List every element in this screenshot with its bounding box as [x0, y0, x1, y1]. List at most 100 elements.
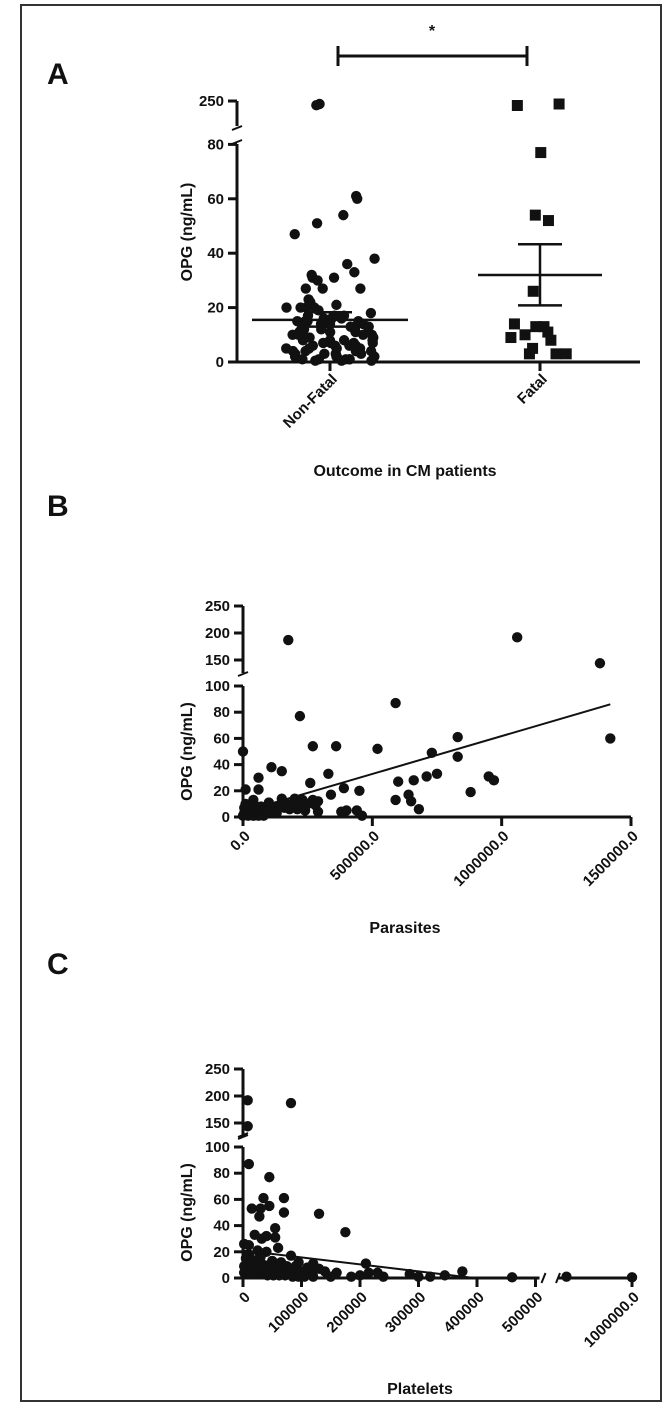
panel-c-y-tick-label: 150 — [205, 1115, 230, 1132]
panel-a-point-fatal — [511, 100, 523, 111]
panel-b-point — [325, 789, 337, 800]
panel-c-point — [269, 1232, 281, 1243]
panel-a-point-nonfatal — [324, 326, 336, 338]
panel-c-x-axis-break-mark — [540, 1272, 561, 1284]
panel-b-point — [390, 794, 401, 806]
panel-a-y-axis-title: OPG (ng/mL) — [179, 183, 196, 282]
panel-c-y-axis-title: OPG (ng/mL) — [179, 1163, 196, 1262]
panel-b-y-tick-label: 100 — [205, 678, 230, 695]
panel-b-point — [312, 806, 324, 817]
panel-b-point — [276, 765, 287, 777]
panel-c-point — [242, 1095, 253, 1106]
panel-a-point-fatal — [550, 348, 562, 360]
panel-c-y-tick-label: 0 — [222, 1270, 230, 1287]
panel-b-point — [292, 803, 303, 815]
panel-c-point — [299, 1271, 310, 1282]
panel-c-y-axis-break-mark — [237, 1132, 249, 1140]
panel-a-point-nonfatal — [342, 258, 353, 270]
panel-b-point — [336, 806, 347, 817]
panel-b-y-tick-label: 80 — [213, 704, 230, 721]
panel-b-point — [393, 776, 404, 787]
panel-a-point-nonfatal — [352, 193, 363, 204]
panel-c-point — [255, 1203, 266, 1214]
panel-a-point-nonfatal — [331, 299, 342, 311]
panel-b-point — [465, 786, 476, 798]
panel-a-point-nonfatal — [311, 218, 323, 229]
panel-a-y-tick-label: 40 — [207, 245, 224, 262]
panel-a-point-nonfatal — [295, 302, 306, 313]
panel-b-point — [240, 784, 251, 795]
panel-b-point — [283, 634, 294, 646]
panel-b-y-tick-label: 150 — [205, 652, 230, 669]
panel-a-point-nonfatal — [355, 283, 366, 294]
panel-c-y-tick-label: 20 — [213, 1244, 230, 1261]
panel-b-point — [488, 775, 500, 786]
panel-c-trendline — [242, 1249, 475, 1279]
figure-frame — [20, 4, 662, 1402]
panel-b-point — [305, 777, 316, 789]
panel-c-y-tick-label: 250 — [205, 1061, 230, 1078]
panel-a-significance-label: * — [429, 23, 436, 40]
panel-b-point — [405, 796, 417, 807]
panel-b-point — [338, 782, 350, 794]
panel-a-point-fatal — [505, 332, 517, 344]
panel-a-point-fatal — [527, 285, 539, 297]
panel-b-point — [413, 803, 425, 815]
panel-a-point-nonfatal — [367, 337, 378, 349]
panel-b-y-tick-label: 0 — [222, 809, 230, 826]
panel-a-point-fatal — [553, 98, 565, 110]
panel-b-y-axis-title: OPG (ng/mL) — [179, 702, 196, 801]
panel-b-point — [266, 762, 277, 773]
panel-a-point-fatal — [560, 348, 572, 360]
panel-b-point — [452, 731, 463, 743]
panel-c-point — [256, 1233, 267, 1244]
panel-c-point — [340, 1226, 351, 1238]
panel-a-point-nonfatal — [366, 355, 377, 366]
panel-c-point — [264, 1200, 275, 1212]
panel-a-point-nonfatal — [317, 283, 328, 294]
panel-a-point-fatal — [523, 348, 535, 360]
panel-c-point — [363, 1267, 374, 1278]
panel-b-point — [330, 741, 342, 752]
panel-c-point — [243, 1240, 255, 1251]
panel-c-point — [313, 1208, 325, 1220]
panel-a-point-nonfatal — [310, 355, 321, 366]
panel-c-point — [457, 1266, 468, 1277]
panel-b-point — [323, 768, 334, 779]
panel-b-point — [271, 807, 282, 819]
panel-c-point — [506, 1272, 518, 1283]
panel-a-point-nonfatal — [281, 302, 292, 313]
panel-b-point — [294, 710, 306, 722]
panel-letter-c: C — [47, 948, 69, 981]
panel-b-trendline — [242, 703, 611, 813]
panel-c-y-tick-label: 200 — [205, 1088, 230, 1105]
panel-a-point-fatal — [542, 215, 554, 227]
panel-b-x-axis-title: Parasites — [369, 920, 440, 937]
panel-letter-a: A — [47, 58, 69, 91]
panel-b-y-tick-label: 40 — [213, 757, 230, 774]
panel-a-point-nonfatal — [365, 307, 377, 319]
panel-b-point — [605, 733, 616, 744]
panel-b-point — [258, 810, 269, 821]
panel-b-point — [299, 805, 311, 816]
panel-c-point — [346, 1271, 357, 1282]
panel-c-point — [272, 1242, 284, 1254]
panel-a-point-fatal — [535, 147, 547, 159]
panel-b-point — [594, 658, 606, 669]
panel-b-point — [372, 743, 383, 755]
panel-a-point-nonfatal — [300, 283, 311, 294]
panel-a-point-nonfatal — [300, 345, 311, 357]
panel-a-y-tick-label: 20 — [207, 300, 224, 317]
panel-b-point — [253, 784, 264, 795]
panel-c-point — [264, 1171, 275, 1183]
panel-b-y-tick-label: 200 — [205, 625, 230, 642]
panel-a-point-nonfatal — [369, 253, 380, 264]
panel-b-point — [237, 746, 249, 757]
panel-b-y-tick-label: 20 — [213, 783, 230, 800]
panel-a-point-fatal — [529, 209, 541, 221]
panel-c-point — [254, 1211, 265, 1222]
panel-c-y-tick-label: 60 — [213, 1191, 230, 1208]
panel-c-point — [242, 1121, 253, 1132]
